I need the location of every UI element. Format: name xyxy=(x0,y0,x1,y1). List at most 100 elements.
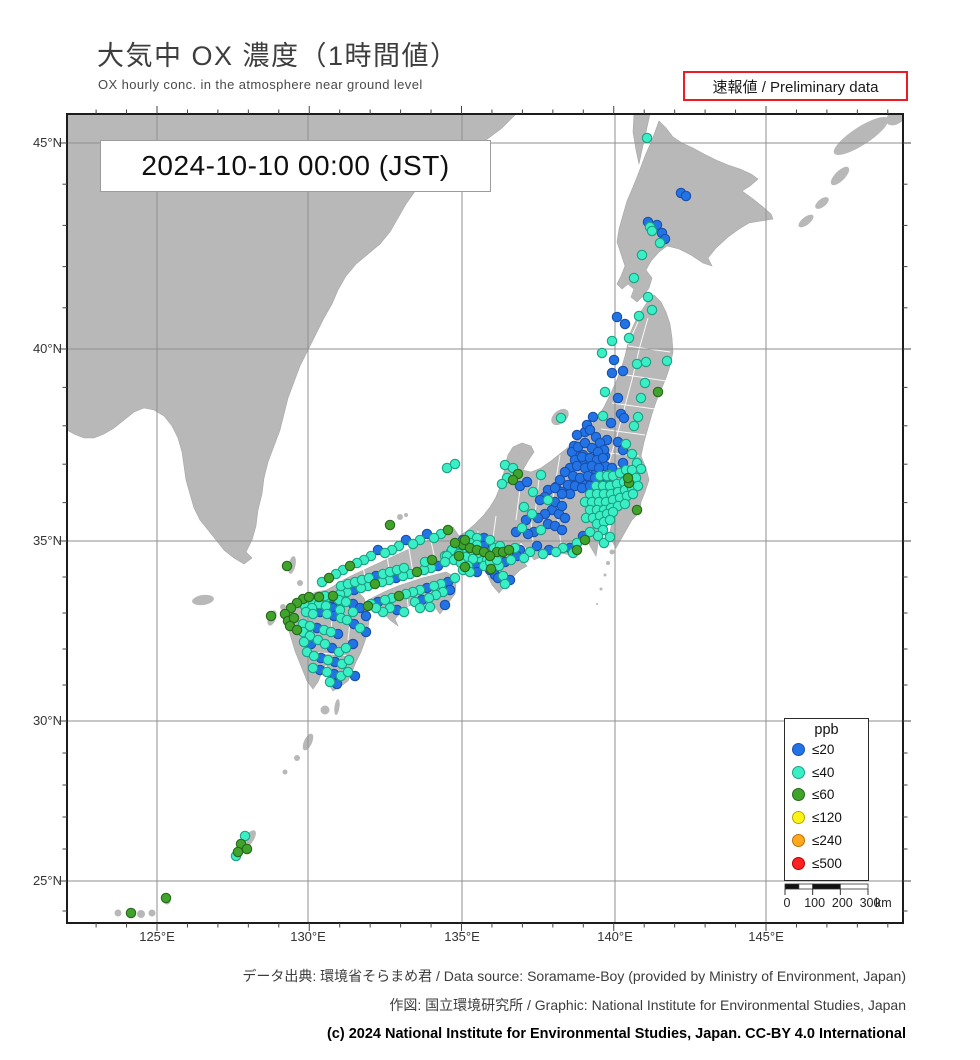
station-dot-le40 xyxy=(414,602,426,614)
station-dot-le40 xyxy=(321,608,333,620)
scalebar-label: 200 xyxy=(832,896,853,910)
lat-tick-label: 25°N xyxy=(32,873,62,888)
station-dot-le60 xyxy=(327,590,339,602)
legend-dot-icon xyxy=(792,811,805,825)
station-dot-le40 xyxy=(516,522,528,534)
station-dot-le40 xyxy=(555,412,567,424)
station-dot-le40 xyxy=(321,666,333,678)
station-dot-le40 xyxy=(550,546,562,558)
station-dot-le60 xyxy=(484,550,496,562)
station-dot-le20 xyxy=(597,452,609,464)
station-dot-le40 xyxy=(398,606,410,618)
station-dot-le40 xyxy=(449,458,461,470)
station-dot-le60 xyxy=(426,554,438,566)
station-dot-le40 xyxy=(518,552,530,564)
prefecture-border xyxy=(619,373,667,382)
station-dot-le40 xyxy=(542,494,554,506)
island xyxy=(833,117,889,155)
lon-tick-label: 140°E xyxy=(597,929,633,944)
station-dot-le40 xyxy=(640,356,652,368)
legend-dot-icon xyxy=(792,856,805,870)
station-dot-le60 xyxy=(442,524,454,536)
islet xyxy=(137,910,145,918)
station-dot-le60 xyxy=(579,534,591,546)
island xyxy=(192,594,214,606)
islet xyxy=(294,755,300,761)
station-dot-le40 xyxy=(379,594,391,606)
station-dot-le60 xyxy=(160,892,172,904)
station-dot-le40 xyxy=(499,578,511,590)
station-dot-le40 xyxy=(298,636,310,648)
prefecture-border xyxy=(408,548,414,574)
legend-entry-label: ≤60 xyxy=(812,787,835,803)
station-dot-le40 xyxy=(535,524,547,536)
legend-row-le20: ≤20 xyxy=(785,738,868,761)
station-dot-le60 xyxy=(652,386,664,398)
map-frame xyxy=(66,113,904,924)
station-dot-le20 xyxy=(612,392,624,404)
station-dot-le20 xyxy=(617,365,629,377)
station-dot-le40 xyxy=(635,392,647,404)
station-dot-le60 xyxy=(232,846,244,858)
landmass xyxy=(632,114,651,165)
islet xyxy=(599,587,603,591)
station-dot-le20 xyxy=(559,466,571,478)
station-dot-le60 xyxy=(622,472,634,484)
lat-tick-label: 35°N xyxy=(32,533,62,548)
station-dot-le40 xyxy=(319,638,331,650)
station-dot-le60 xyxy=(485,563,497,575)
station-dot-le20 xyxy=(556,500,568,512)
station-dot-le20 xyxy=(680,190,692,202)
station-dot-le40 xyxy=(398,562,410,574)
station-dot-le60 xyxy=(449,537,461,549)
station-dot-le20 xyxy=(584,424,596,436)
station-dot-le40 xyxy=(340,642,352,654)
station-dot-le60 xyxy=(303,591,315,603)
station-dot-le40 xyxy=(627,488,639,500)
station-dot-le40 xyxy=(322,654,334,666)
legend-box: ppb ≤20 ≤40 ≤60 ≤120 ≤240 ≤500 xyxy=(784,718,869,881)
station-dot-le40 xyxy=(623,332,635,344)
station-dot-le40 xyxy=(449,572,461,584)
station-dot-le20 xyxy=(611,311,623,323)
station-dot-le40 xyxy=(635,463,647,475)
station-dot-le40 xyxy=(596,347,608,359)
station-dot-le60 xyxy=(125,907,137,919)
lat-tick-label: 30°N xyxy=(32,713,62,728)
lat-tick-label: 45°N xyxy=(32,135,62,150)
station-dot-le20 xyxy=(618,412,630,424)
legend-entry-label: ≤40 xyxy=(812,764,835,780)
landmass xyxy=(67,114,517,565)
map-clipped-layer xyxy=(67,114,903,923)
station-dot-le20 xyxy=(439,599,451,611)
islet xyxy=(148,909,156,917)
station-dot-le40 xyxy=(428,532,440,544)
station-dot-le20 xyxy=(559,512,571,524)
station-dot-le40 xyxy=(604,514,616,526)
station-dot-le20 xyxy=(605,417,617,429)
station-dot-le40 xyxy=(407,538,419,550)
islet xyxy=(297,580,303,586)
station-dot-le40 xyxy=(641,132,653,144)
station-dot-le40 xyxy=(325,626,337,638)
islet xyxy=(606,561,610,565)
station-dot-le40 xyxy=(537,548,549,560)
station-dot-le40 xyxy=(424,601,436,613)
islet xyxy=(280,604,286,610)
station-dot-le60 xyxy=(344,560,356,572)
scalebar-label: 100 xyxy=(804,896,825,910)
lat-tick-label: 40°N xyxy=(32,341,62,356)
station-dot-le40 xyxy=(654,237,666,249)
station-dot-le60 xyxy=(631,504,643,516)
station-dot-le40 xyxy=(628,272,640,284)
legend-dot-icon xyxy=(792,834,805,848)
station-dot-le40 xyxy=(646,304,658,316)
preliminary-data-label: 速報値 / Preliminary data xyxy=(712,78,879,96)
station-dot-le40 xyxy=(527,486,539,498)
axis-ticks xyxy=(59,106,911,931)
station-dot-le40 xyxy=(597,410,609,422)
station-dot-le40 xyxy=(439,556,451,568)
footer-copyright: (c) 2024 National Institute for Environm… xyxy=(326,1026,906,1042)
legend-row-le60: ≤60 xyxy=(785,784,868,807)
